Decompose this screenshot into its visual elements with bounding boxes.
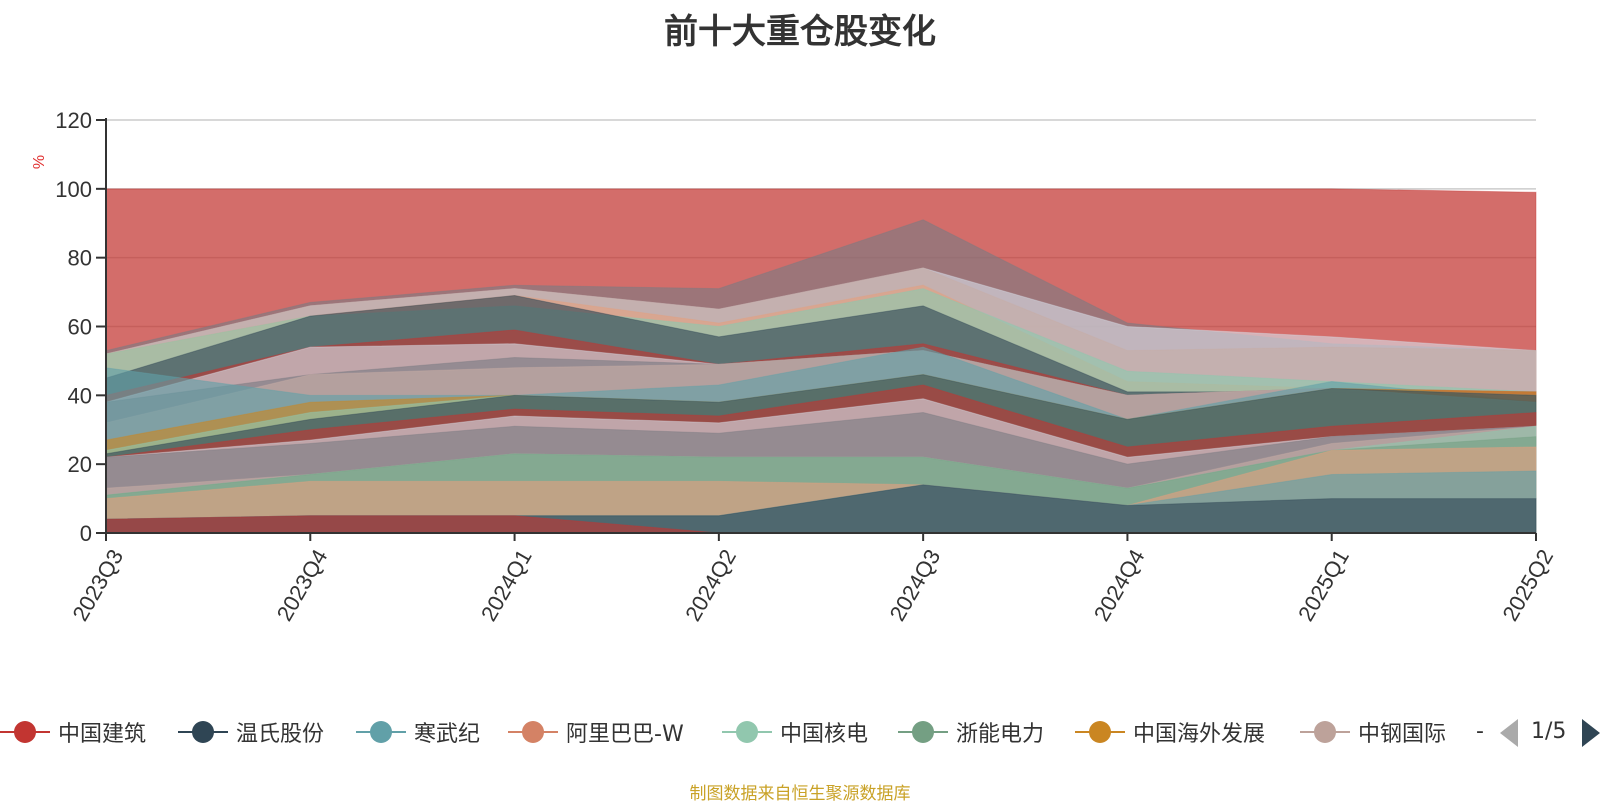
x-tick-label: 2025Q1 <box>1293 545 1354 625</box>
legend-marker-icon <box>1075 715 1125 749</box>
y-tick-label: 0 <box>80 521 92 546</box>
y-axis-unit-label: % <box>31 155 48 169</box>
legend-item[interactable]: 阿里巴巴-W <box>508 715 684 749</box>
legend-item[interactable]: 浙能电力 <box>898 715 1044 749</box>
x-tick-label: 2024Q4 <box>1089 545 1150 625</box>
legend-page-indicator: 1/5 <box>1531 719 1567 744</box>
legend-label: 中国海外发展 <box>1133 722 1266 747</box>
y-tick-label: 80 <box>68 246 92 271</box>
legend-more-indicator: - <box>1476 719 1484 744</box>
chart-title: 前十大重仓股变化 <box>664 12 936 52</box>
legend-marker-icon <box>898 715 948 749</box>
legend-marker-icon <box>356 715 406 749</box>
legend-label: 浙能电力 <box>956 722 1045 747</box>
area-series <box>105 188 1537 534</box>
legend-marker-icon <box>178 715 228 749</box>
legend-prev-page-icon[interactable] <box>1500 719 1518 747</box>
legend-label: 中钢国际 <box>1358 722 1447 747</box>
y-tick-label: 20 <box>68 452 92 477</box>
x-tick-label: 2024Q2 <box>680 545 741 625</box>
legend-item[interactable]: 寒武纪 <box>356 715 480 749</box>
data-source-note: 制图数据来自恒生聚源数据库 <box>689 784 911 804</box>
legend-label: 阿里巴巴-W <box>566 722 684 747</box>
legend-label: 寒武纪 <box>414 722 481 747</box>
x-tick-label: 2023Q3 <box>67 545 128 625</box>
legend[interactable]: 中国建筑 温氏股份 寒武纪 阿里巴巴-W 中国核电 浙能电力 中国海外发展 中钢国际 - 1/5 <box>0 715 1600 749</box>
legend-label: 温氏股份 <box>236 722 325 747</box>
legend-item[interactable]: 中国海外发展 <box>1075 715 1265 749</box>
legend-item[interactable]: 温氏股份 <box>178 715 324 749</box>
legend-marker-icon <box>722 715 772 749</box>
legend-next-page-icon[interactable] <box>1582 719 1600 747</box>
legend-item[interactable]: 中钢国际 <box>1300 715 1446 749</box>
legend-item[interactable]: 中国建筑 <box>0 715 146 749</box>
legend-label: 中国建筑 <box>58 722 147 747</box>
x-tick-label: 2024Q1 <box>476 545 537 625</box>
legend-label: 中国核电 <box>780 722 869 747</box>
y-tick-label: 40 <box>68 383 92 408</box>
x-tick-label: 2023Q4 <box>272 545 333 625</box>
y-tick-label: 60 <box>68 315 92 340</box>
y-tick-label: 120 <box>55 108 92 133</box>
x-tick-label: 2024Q3 <box>885 545 946 625</box>
legend-marker-icon <box>0 715 50 749</box>
y-tick-label: 100 <box>55 177 92 202</box>
legend-marker-icon <box>508 715 558 749</box>
x-tick-label: 2025Q2 <box>1497 545 1558 625</box>
legend-item[interactable]: 中国核电 <box>722 715 868 749</box>
legend-marker-icon <box>1300 715 1350 749</box>
chart-area: 0 20 40 60 80 100 120 2023Q3 2023Q4 2024Q1 2024Q2 2… <box>31 108 1558 625</box>
